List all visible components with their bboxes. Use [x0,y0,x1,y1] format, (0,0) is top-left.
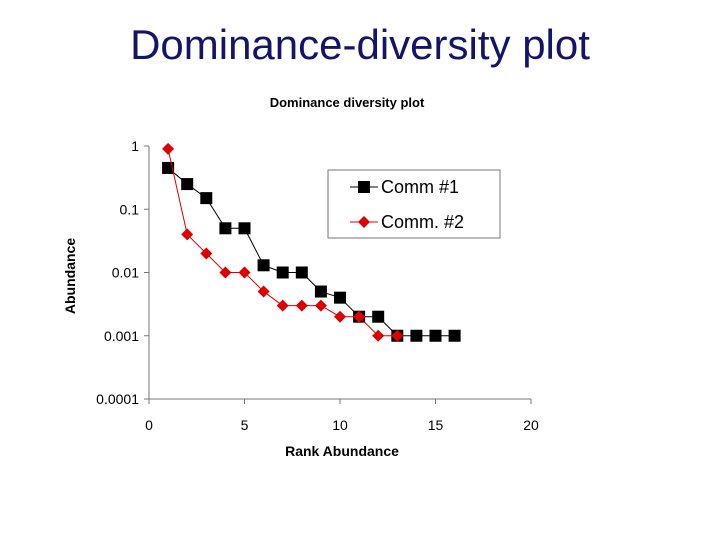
y-tick-label: 0.1 [120,201,140,217]
series-2-point [257,285,270,298]
series-1-point [295,266,308,279]
x-axis-label: Rank Abundance [285,443,399,459]
series-2-point [276,299,289,312]
y-tick-label: 0.001 [104,328,139,344]
series-1-point [200,192,213,205]
series-2 [162,142,404,342]
series-2-point [353,310,366,323]
series-1-point [372,310,385,323]
slide-title: Dominance-diversity plot [130,21,590,68]
series-1-point [410,329,423,342]
series-layer [162,142,461,342]
legend: Comm #1 Comm. #2 [327,169,501,239]
legend-marker [358,216,370,228]
x-tick-label: 10 [332,417,348,433]
axes: 1 0.1 0.01 0.001 0.0001 0 5 10 15 20 [96,138,539,433]
series-2-point [314,299,327,312]
x-tick-label: 20 [523,417,539,433]
legend-entry: Comm. #2 [381,212,464,232]
series-1-point [238,222,251,235]
series-2-point [372,329,385,342]
series-1-point [219,222,232,235]
series-1-point [276,266,289,279]
series-2-point [334,310,346,323]
series-2-point [295,299,308,312]
legend-box [327,169,501,239]
y-axis-label: Abundance [62,238,78,314]
y-tick-label: 0.0001 [96,391,139,407]
legend-marker [358,181,370,193]
series-2-point [181,228,194,241]
series-1-line [167,167,455,337]
y-tick-label: 0.01 [112,265,139,281]
series-2-point [219,266,232,279]
legend-entry: Comm #1 [381,177,459,197]
series-1-point [429,329,442,342]
x-tick-label: 0 [145,417,153,433]
series-1-point [334,291,346,304]
series-2-point [391,329,404,342]
series-1-point [448,329,461,342]
y-tick-label: 1 [131,138,139,154]
series-1-point [181,178,194,191]
series-2-point [238,266,251,279]
series-2-point [162,142,175,155]
series-1-point [314,285,327,298]
series-1-point [257,259,270,272]
series-1-point [162,161,175,174]
chart-title: Dominance diversity plot [270,95,425,110]
x-tick-label: 15 [428,417,444,433]
x-tick-label: 5 [241,417,249,433]
series-2-point [200,247,213,260]
